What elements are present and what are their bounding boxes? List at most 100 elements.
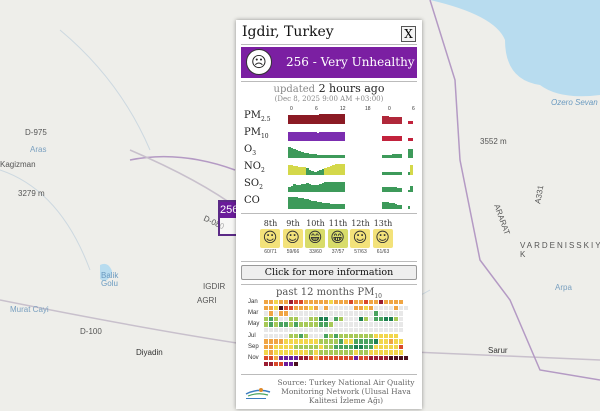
heatmap-cell bbox=[334, 333, 339, 338]
pollutant-name: SO bbox=[244, 178, 260, 189]
updated-text: updated 2 hours ago bbox=[236, 82, 422, 95]
heatmap-cell bbox=[364, 344, 369, 350]
heatmap-cell bbox=[279, 356, 284, 361]
heatmap-cell bbox=[264, 344, 269, 350]
pollutant-label: O3 bbox=[244, 144, 256, 157]
hour-bar bbox=[327, 114, 330, 124]
forecast-day[interactable]: 11th 😁 37/57 bbox=[327, 219, 349, 255]
hour-bar bbox=[319, 132, 322, 141]
heatmap-cell bbox=[309, 305, 314, 310]
forecast-day[interactable]: 10th 😁 33/60 bbox=[305, 219, 326, 255]
heatmap-cell bbox=[299, 356, 304, 361]
hour-bar bbox=[332, 165, 335, 175]
lake-balik bbox=[100, 263, 112, 281]
heatmap-cell bbox=[399, 328, 404, 333]
map-label: Arpa bbox=[555, 283, 572, 292]
heatmap-cell bbox=[274, 328, 279, 333]
popup-title: Igdir, Turkey bbox=[242, 24, 334, 40]
map-label: IGDIR bbox=[203, 282, 226, 291]
hour-bar bbox=[381, 187, 385, 192]
hour-bar bbox=[342, 114, 346, 124]
heatmap-cell bbox=[319, 305, 324, 310]
forecast-day[interactable]: 8th ☺ 60/71 bbox=[260, 219, 281, 255]
pollutant-sparkline[interactable] bbox=[288, 109, 414, 124]
heatmap-cell bbox=[339, 322, 344, 327]
grin-face-icon: 😁 bbox=[327, 229, 348, 248]
heatmap-cell bbox=[344, 316, 349, 322]
heatmap-cell bbox=[349, 311, 354, 316]
map-label: Balik Golu bbox=[101, 271, 119, 288]
map-label: Aras bbox=[30, 145, 47, 154]
heatmap-cell bbox=[364, 333, 369, 338]
heatmap-cell bbox=[269, 305, 274, 310]
hour-bar bbox=[381, 136, 385, 141]
more-info-button[interactable]: Click for more information bbox=[241, 265, 417, 280]
heatmap-cell bbox=[334, 316, 339, 322]
hour-bar bbox=[295, 197, 299, 209]
heatmap-cell bbox=[354, 350, 359, 355]
hour-bar bbox=[311, 115, 314, 124]
pollutant-sparkline[interactable] bbox=[288, 194, 414, 209]
hour-bar bbox=[386, 136, 390, 141]
heatmap-cell bbox=[289, 311, 294, 316]
heatmap-cell bbox=[274, 322, 279, 327]
forecast-range: 61/63 bbox=[376, 249, 390, 255]
hour-bar bbox=[298, 185, 301, 192]
hour-bar bbox=[316, 115, 320, 124]
heatmap-cell bbox=[359, 328, 364, 333]
heatmap-cell bbox=[324, 339, 329, 344]
heatmap-cell bbox=[314, 311, 319, 316]
heatmap-cell bbox=[314, 300, 319, 305]
forecast-day[interactable]: 13th ☺ 61/63 bbox=[372, 219, 394, 255]
hour-bar bbox=[303, 167, 307, 175]
heatmap-cell bbox=[369, 311, 374, 316]
forecast-day-label: 11th bbox=[328, 219, 348, 228]
hour-bar bbox=[314, 132, 317, 141]
heatmap-cell bbox=[349, 305, 354, 310]
heatmap-cell bbox=[279, 316, 284, 322]
grin-face-icon: 😁 bbox=[305, 229, 325, 248]
heatmap-cell bbox=[354, 344, 359, 350]
hour-bar bbox=[316, 133, 320, 141]
close-button[interactable]: X bbox=[401, 26, 416, 42]
hour-bar bbox=[316, 171, 320, 175]
forecast-day[interactable]: 12th ☺ 57/63 bbox=[350, 219, 371, 255]
heatmap-cell bbox=[349, 316, 354, 322]
heatmap-cell bbox=[344, 344, 349, 350]
heatmap-cell bbox=[279, 333, 284, 338]
heatmap-cell bbox=[379, 311, 384, 316]
hour-bar bbox=[342, 155, 346, 158]
heatmap-cell bbox=[344, 300, 349, 305]
heatmap-cell bbox=[344, 322, 349, 327]
pollutant-sparkline[interactable] bbox=[288, 177, 414, 192]
divider bbox=[241, 213, 417, 214]
forecast-day[interactable]: 9th ☺ 59/66 bbox=[282, 219, 304, 255]
hour-bar bbox=[384, 187, 387, 192]
pollutant-sparkline[interactable] bbox=[288, 143, 414, 158]
hour-bar bbox=[389, 136, 392, 141]
heatmap-cell bbox=[364, 322, 369, 327]
heatmap-cell bbox=[284, 300, 289, 305]
hour-bar bbox=[301, 184, 304, 192]
hour-bar bbox=[298, 167, 301, 175]
hour-bar bbox=[410, 165, 413, 175]
heatmap-cell bbox=[274, 311, 279, 316]
heatmap-cell bbox=[319, 328, 324, 333]
heatmap-cell bbox=[329, 311, 334, 316]
heatmap-cell bbox=[264, 333, 269, 338]
heatmap-cell bbox=[279, 305, 284, 310]
past-title-sub: 10 bbox=[374, 293, 382, 300]
hour-bar bbox=[397, 117, 400, 124]
heatmap-cell bbox=[389, 316, 394, 322]
hour-bar bbox=[293, 149, 296, 158]
pollutant-sparkline[interactable] bbox=[288, 160, 414, 175]
pollutant-sparkline[interactable] bbox=[288, 126, 414, 141]
heatmap-cell bbox=[389, 328, 394, 333]
hour-bar bbox=[321, 203, 325, 209]
heatmap-cell bbox=[314, 316, 319, 322]
forecast-day-label: 10th bbox=[306, 219, 325, 228]
heatmap-cell bbox=[344, 305, 349, 310]
heatmap-cell bbox=[389, 356, 394, 361]
hour-bar bbox=[399, 172, 403, 175]
heatmap-cell bbox=[394, 339, 399, 344]
